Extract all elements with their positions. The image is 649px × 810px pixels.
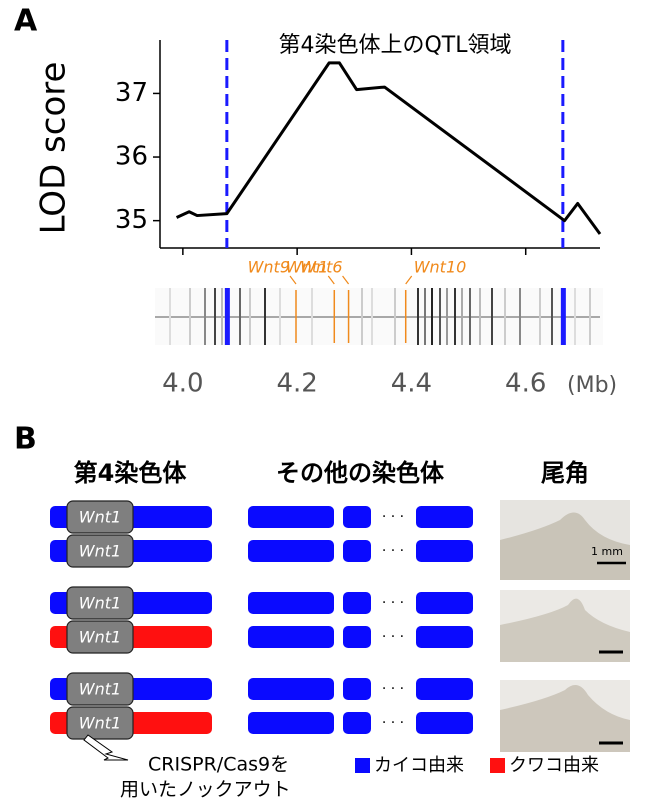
y-tick-label: 36 [115,142,148,172]
y-tick-label: 35 [115,205,148,235]
gene-arrow [405,275,413,285]
chart-title: 第4染色体上のQTL領域 [278,33,511,58]
gene-track [155,288,603,345]
chromosome [343,506,371,528]
gene-label: Wnt6 [300,258,342,277]
gene-box [66,620,134,654]
qtl-boundary-track [560,288,566,345]
x-tick-label: 4.2 [276,369,317,399]
tail-photos [500,500,630,752]
ellipsis: · · · [382,629,404,645]
chromosome [343,712,371,734]
y-axis-label: LOD score [34,62,74,235]
chromosome [416,592,473,614]
x-unit: (Mb) [567,373,617,398]
chromosome [248,540,334,562]
ellipsis: · · · [382,595,404,611]
gene-box [66,586,134,620]
chromosome [416,678,473,700]
gene-box [66,706,134,740]
chromosome [343,540,371,562]
legend-swatch [490,758,505,773]
x-tick-label: 4.0 [162,369,203,399]
chromosome [248,678,334,700]
qtl-boundary-track [224,288,230,345]
lod-line [175,61,602,235]
chromosome [248,626,334,648]
legend-label: クワコ由来 [509,755,599,776]
chromosome [248,506,334,528]
chromosome [416,506,473,528]
gene-arrow [289,275,297,285]
gene-box [66,672,134,706]
chromosome [343,678,371,700]
chromosome [343,592,371,614]
gene-box [66,534,134,568]
x-tick-label: 4.6 [505,369,546,399]
chromosome [416,540,473,562]
column-header: 尾角 [541,459,589,487]
legend-label: カイコ由来 [374,755,464,776]
gene-box [66,500,134,534]
chromosome [248,712,334,734]
ellipsis: · · · [382,715,404,731]
gene-label: Wnt9 [248,258,290,277]
chromosome [343,626,371,648]
panel-label: A [14,4,38,39]
gene-name: Wnt1 [79,594,121,613]
knockout-note: CRISPR/Cas9を [148,754,289,776]
x-tick-label: 4.4 [391,369,432,399]
gene-name: Wnt1 [79,542,121,561]
ellipsis: · · · [382,681,404,697]
ellipsis: · · · [382,509,404,525]
gene-arrow [342,275,350,285]
chromosome [248,592,334,614]
chromosome [416,712,473,734]
panel-label: B [14,422,37,457]
gene-label: Wnt1 [286,258,328,277]
column-header: その他の染色体 [276,459,445,487]
column-header: 第4染色体 [74,459,188,487]
callout-arrow [83,734,129,761]
gene-name: Wnt1 [79,714,121,733]
gene-label: Wnt10 [414,258,467,277]
legend-swatch [355,758,370,773]
scale-bar-label: 1 mm [591,545,623,558]
knockout-note: 用いたノックアウト [120,779,291,801]
gene-name: Wnt1 [79,628,121,647]
y-tick-label: 37 [115,78,148,108]
ellipsis: · · · [382,543,404,559]
gene-arrow [327,275,335,285]
gene-name: Wnt1 [79,508,121,527]
chromosome [416,626,473,648]
gene-name: Wnt1 [79,680,121,699]
